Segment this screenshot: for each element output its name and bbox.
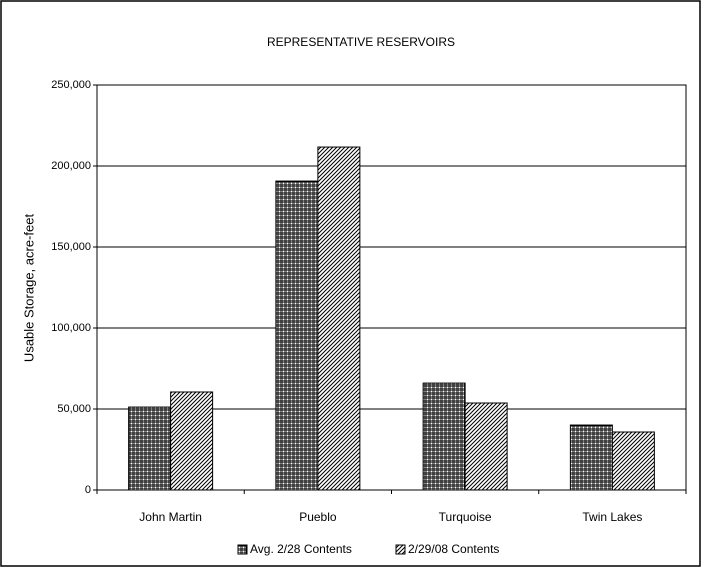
x-tick-label: John Martin [139,510,202,524]
bar [128,406,172,491]
bar [611,431,655,491]
y-axis-label: Usable Storage, acre-feet [21,214,36,363]
legend-label: 2/29/08 Contents [408,542,499,556]
y-tick-label: 100,000 [51,322,91,334]
y-tick-label: 50,000 [57,403,91,415]
chart-title: REPRESENTATIVE RESERVOIRS [267,35,455,49]
x-tick-label: Twin Lakes [582,510,642,524]
x-tick-label: Pueblo [299,510,337,524]
y-tick-label: 250,000 [51,79,91,91]
bar [464,402,508,491]
legend-swatch [237,544,248,555]
bar [317,146,361,491]
bar [275,180,319,491]
x-tick-label: Turquoise [439,510,492,524]
bar [170,391,214,491]
legend-swatch [395,544,406,555]
y-tick-label: 200,000 [51,160,91,172]
legend-label: Avg. 2/28 Contents [250,542,352,556]
y-tick-label: 0 [85,484,91,496]
y-tick-label: 150,000 [51,241,91,253]
bar [422,382,466,491]
bar [569,424,613,491]
